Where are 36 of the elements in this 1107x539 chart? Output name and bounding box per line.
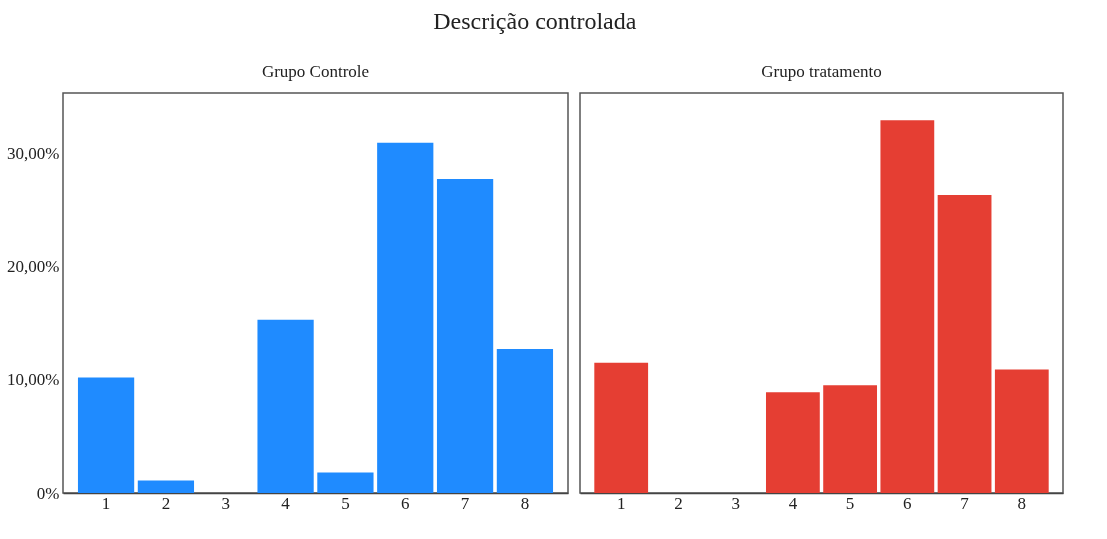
bar xyxy=(496,349,554,493)
x-tick-label: 8 xyxy=(520,493,530,513)
x-tick-label: 3 xyxy=(731,493,740,513)
bar xyxy=(257,319,314,493)
y-tick-label: 10,00% xyxy=(7,370,60,390)
x-tick-label: 5 xyxy=(341,493,350,513)
x-tick-label: 1 xyxy=(616,493,626,513)
bar xyxy=(317,472,374,493)
x-tick-label: 7 xyxy=(460,493,470,513)
text: Descrição controlada xyxy=(433,8,637,35)
bar xyxy=(594,362,649,493)
bar xyxy=(137,480,195,493)
bar xyxy=(823,385,878,493)
bar xyxy=(994,369,1049,493)
x-tick-label: 1 xyxy=(101,493,111,513)
x-tick-label: 2 xyxy=(674,493,683,513)
bar xyxy=(880,120,935,493)
x-tick-label: 4 xyxy=(788,493,798,513)
x-tick-label: 2 xyxy=(161,493,171,513)
x-tick-label: 4 xyxy=(281,493,291,513)
x-tick-label: 5 xyxy=(845,493,855,513)
x-tick-label: 3 xyxy=(221,493,230,513)
bar xyxy=(77,377,135,493)
x-tick-label: 6 xyxy=(903,493,912,513)
y-tick-label: 0% xyxy=(36,483,60,503)
x-tick-label: 6 xyxy=(401,493,410,513)
x-tick-label: 7 xyxy=(960,493,970,513)
bar xyxy=(765,392,820,493)
x-tick-label: 8 xyxy=(1017,493,1027,513)
bar xyxy=(937,194,992,493)
chart-title: Grupo Controle xyxy=(261,62,370,81)
y-tick-label: 30,00% xyxy=(7,143,60,163)
chart-title: Grupo tratamento xyxy=(761,62,882,81)
bar xyxy=(377,142,434,493)
y-tick-label: 20,00% xyxy=(7,256,60,276)
bar xyxy=(436,179,494,493)
